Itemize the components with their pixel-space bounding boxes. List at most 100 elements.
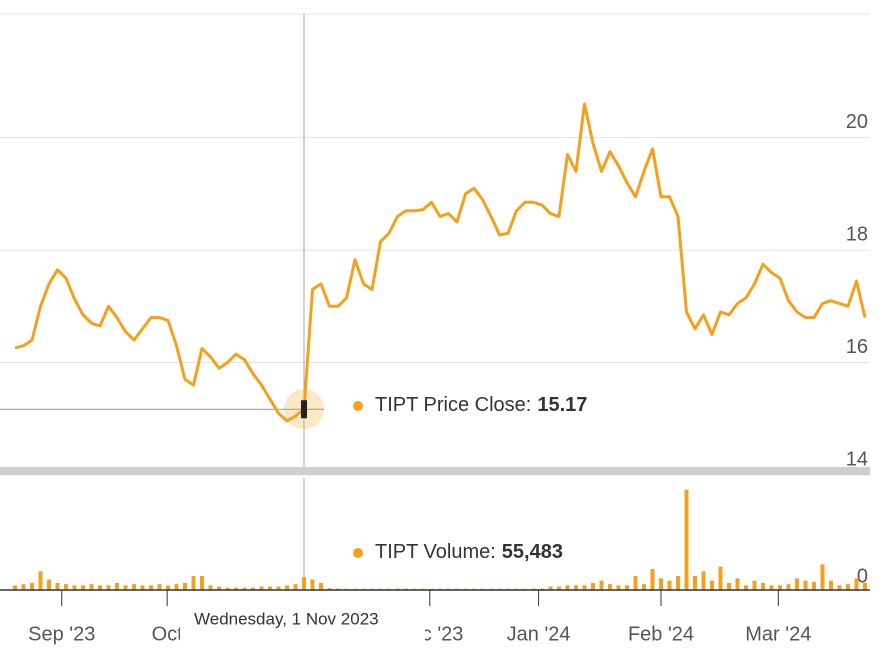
volume-bar xyxy=(21,584,26,590)
volume-bar xyxy=(667,580,672,590)
x-tick-label: Feb '24 xyxy=(628,623,694,645)
x-tick-label: Jan '24 xyxy=(507,623,571,645)
volume-bar xyxy=(13,585,17,590)
volume-bar xyxy=(149,585,153,590)
volume-bar xyxy=(30,583,34,590)
legend-dot xyxy=(353,548,363,558)
volume-bar xyxy=(752,580,757,590)
volume-bar xyxy=(582,585,587,590)
volume-bar xyxy=(548,586,553,590)
volume-bar xyxy=(200,576,204,590)
volume-bar xyxy=(268,586,272,590)
y-tick-label: 20 xyxy=(846,111,868,133)
y-tick-label: 14 xyxy=(846,448,868,470)
volume-bar xyxy=(727,583,731,590)
volume-bar xyxy=(191,576,196,590)
volume-bar xyxy=(132,584,136,590)
volume-bar xyxy=(310,579,315,590)
volume-bar xyxy=(72,585,77,590)
volume-bar xyxy=(327,588,332,590)
volume-bar xyxy=(625,585,629,590)
highlight-candle xyxy=(301,400,307,419)
volume-bar xyxy=(285,585,289,590)
y-tick-label: 16 xyxy=(846,336,868,358)
volume-bar xyxy=(225,587,230,590)
volume-bar xyxy=(701,571,706,590)
volume-bar xyxy=(812,581,816,590)
legend-label: TIPT Price Close: 15.17 xyxy=(375,394,587,416)
volume-bar xyxy=(557,586,561,590)
volume-bar xyxy=(123,585,128,590)
volume-bar xyxy=(242,587,247,590)
volume-bar xyxy=(89,584,94,590)
legend-label: TIPT Volume: 55,483 xyxy=(375,541,563,563)
volume-bar xyxy=(251,587,255,590)
volume-bar xyxy=(174,584,179,590)
volume-bar xyxy=(234,587,238,590)
volume-bar xyxy=(208,585,213,590)
volume-bar xyxy=(795,578,799,590)
series-value: 15.17 xyxy=(537,394,587,416)
volume-bar xyxy=(676,576,680,590)
volume-bar xyxy=(565,585,570,590)
series-name: TIPT Price Close: xyxy=(375,394,531,416)
volume-bar xyxy=(47,579,51,590)
x-tick-label: Oct xyxy=(152,623,184,645)
volume-bar xyxy=(55,583,60,590)
volume-bar xyxy=(574,585,578,590)
series-name: TIPT Volume: xyxy=(375,541,496,563)
volume-bar xyxy=(157,584,162,590)
volume-bar xyxy=(319,583,323,590)
volume-bar xyxy=(140,585,145,590)
volume-bar xyxy=(863,583,867,590)
volume-bar xyxy=(599,580,604,590)
volume-bar xyxy=(650,569,655,590)
tooltip-box xyxy=(180,600,425,644)
volume-bar xyxy=(710,580,714,590)
volume-bar xyxy=(293,584,298,590)
volume-bar xyxy=(276,586,281,590)
volume-bar xyxy=(803,580,808,590)
volume-bar xyxy=(735,578,740,590)
volume-bar xyxy=(64,584,68,590)
volume-bar xyxy=(778,585,782,590)
volume-bar xyxy=(854,578,859,590)
volume-bar xyxy=(633,576,638,590)
volume-bar xyxy=(38,571,43,590)
legend-dot xyxy=(353,401,363,411)
volume-bar xyxy=(302,577,306,590)
volume-bar xyxy=(98,585,102,590)
volume-bar xyxy=(718,566,723,590)
volume-bar xyxy=(846,584,850,590)
volume-bar xyxy=(693,576,697,590)
y-tick-label: 0 xyxy=(857,565,868,587)
volume-bar xyxy=(761,583,765,590)
volume-bar xyxy=(81,585,85,590)
volume-bar xyxy=(837,585,842,590)
volume-bar xyxy=(769,585,774,590)
price-line xyxy=(14,102,867,423)
y-tick-label: 18 xyxy=(846,223,868,245)
volume-bar xyxy=(115,583,119,590)
volume-bar xyxy=(820,564,825,590)
volume-bar xyxy=(829,580,833,590)
x-tick-label: Mar '24 xyxy=(745,623,811,645)
volume-bar xyxy=(106,585,111,590)
volume-bar xyxy=(786,584,791,590)
volume-bar xyxy=(591,583,595,590)
volume-bar xyxy=(744,585,748,590)
series-value: 55,483 xyxy=(502,541,563,563)
volume-bar xyxy=(217,586,221,590)
x-tick-label: Sep '23 xyxy=(28,623,95,645)
volume-bar xyxy=(616,585,621,590)
volume-bar xyxy=(259,586,264,590)
pane-separator xyxy=(0,467,870,475)
volume-bar xyxy=(608,584,612,590)
tooltip-date: Wednesday, 1 Nov 2023 xyxy=(194,609,379,628)
volume-bar xyxy=(642,584,646,590)
volume-bar xyxy=(684,489,689,590)
volume-bar xyxy=(183,583,187,590)
volume-bar xyxy=(659,578,663,590)
volume-bar xyxy=(166,585,170,590)
